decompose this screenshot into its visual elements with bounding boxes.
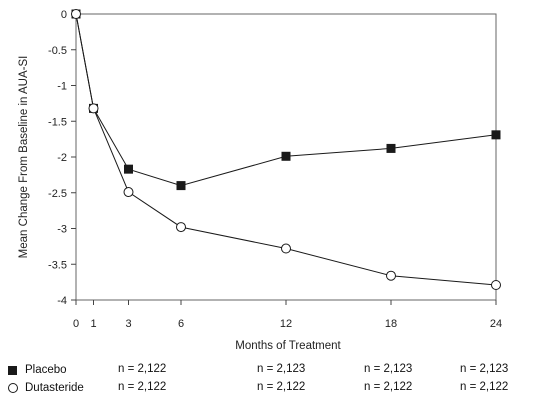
placebo-n-3: n = 2,123 [460,363,509,375]
x-tick-label-2: 3 [125,318,131,330]
point-dutasteride-3 [176,222,186,233]
dutasteride-n-1: n = 2,122 [257,381,306,393]
x-tick-label-6: 24 [490,318,502,330]
point-dutasteride-0 [71,9,81,19]
point-dutasteride-5 [386,270,396,281]
placebo-marker-icon [8,365,17,375]
y-tick-label-7: -3.5 [48,259,67,271]
placebo-n-0: n = 2,122 [118,363,167,375]
point-placebo-5 [386,143,396,153]
dutasteride-marker-icon [8,383,18,393]
point-placebo-6 [491,130,501,140]
x-tick-label-1: 1 [90,318,96,330]
point-placebo-2 [124,164,133,174]
x-tick-label-3: 6 [178,318,184,330]
y-tick-label-2: -1 [57,81,67,93]
x-axis-title: Months of Treatment [235,340,341,352]
dutasteride-n-0: n = 2,122 [118,381,167,393]
x-tick-label-4: 12 [280,318,292,330]
point-dutasteride-6 [491,279,501,290]
x-tick-label-5: 18 [385,318,397,330]
placebo-n-2: n = 2,123 [364,363,413,375]
y-tick-label-8: -4 [57,295,67,307]
point-placebo-4 [281,151,291,161]
legend-item-placebo: Placebo [8,362,67,378]
point-dutasteride-2 [123,187,134,198]
y-tick-label-3: -1.5 [48,116,67,128]
legend-label-dutasteride: Dutasteride [25,382,84,394]
y-tick-label-5: -2.5 [48,188,67,200]
dutasteride-n-2: n = 2,122 [364,381,413,393]
x-tick-label-0: 0 [73,318,79,330]
legend-label-placebo: Placebo [25,364,67,376]
y-tick-label-4: -2 [57,152,67,164]
y-tick-label-6: -3 [57,224,67,236]
y-tick-label-0: 0 [61,9,67,21]
dutasteride-n-3: n = 2,122 [460,381,509,393]
point-placebo-3 [176,181,186,191]
y-tick-label-1: -0.5 [48,45,67,57]
legend-item-dutasteride: Dutasteride [8,380,84,396]
point-dutasteride-4 [281,243,291,254]
placebo-n-1: n = 2,123 [257,363,306,375]
point-dutasteride-1 [88,103,99,114]
y-axis-title: Mean Change From Baseline in AUA-SI [18,56,30,259]
